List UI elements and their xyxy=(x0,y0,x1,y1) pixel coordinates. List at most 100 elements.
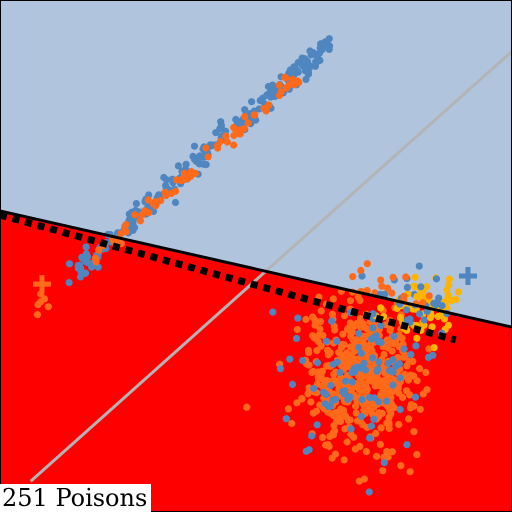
scatter-point xyxy=(190,142,199,150)
target-plus-blue-marker xyxy=(458,266,477,285)
scatter-point xyxy=(312,407,320,415)
scatter-point xyxy=(298,395,306,403)
scatter-point xyxy=(126,216,134,224)
scatter-point xyxy=(37,298,45,306)
scatter-point xyxy=(120,224,129,233)
scatter-point xyxy=(340,456,348,464)
scatter-point xyxy=(375,358,383,366)
scatter-point xyxy=(383,397,391,405)
scatter-point xyxy=(174,162,182,170)
scatter-point xyxy=(429,351,437,359)
scatter-point xyxy=(230,131,238,140)
scatter-point xyxy=(383,337,391,345)
scatter-point xyxy=(180,169,188,177)
reference-diagonal-line xyxy=(29,50,512,483)
scatter-point xyxy=(333,337,341,345)
scatter-point xyxy=(217,118,225,126)
scatter-point xyxy=(357,323,365,331)
scatter-point xyxy=(425,292,433,300)
scatter-point xyxy=(324,351,332,359)
scatter-point xyxy=(444,281,453,289)
scatter-point xyxy=(325,35,333,43)
scatter-point xyxy=(417,283,425,291)
scatter-point xyxy=(390,404,398,412)
scatter-point xyxy=(397,462,405,470)
scatter-point xyxy=(347,430,355,438)
scatter-point xyxy=(316,56,324,64)
scatter-point xyxy=(346,297,355,305)
scatter-point xyxy=(125,210,133,218)
scatter-point xyxy=(403,362,411,370)
scatter-point xyxy=(379,467,387,475)
scatter-point xyxy=(358,272,366,280)
scatter-point xyxy=(416,365,424,373)
scatter-point xyxy=(377,389,385,397)
scatter-point xyxy=(328,317,336,325)
scatter-point xyxy=(388,388,397,396)
scatter-point xyxy=(406,391,414,399)
scatter-point xyxy=(377,321,385,330)
scatter-point xyxy=(157,197,165,205)
scatter-point xyxy=(352,402,360,410)
scatter-point xyxy=(310,384,318,392)
scatter-point xyxy=(413,451,421,459)
scatter-point xyxy=(317,342,325,350)
scatter-point xyxy=(405,415,413,423)
scatter-point xyxy=(361,381,369,389)
scatter-point xyxy=(396,405,404,414)
scatter-point xyxy=(435,294,443,302)
scatter-point xyxy=(410,428,418,436)
scatter-point xyxy=(95,246,103,254)
scatter-point xyxy=(348,378,356,386)
scatter-point xyxy=(415,262,423,270)
scatter-point xyxy=(380,459,388,467)
scatter-point xyxy=(415,310,424,318)
scatter-point xyxy=(351,445,359,453)
scatter-point xyxy=(362,324,371,333)
scatter-point xyxy=(426,314,434,322)
scatter-point xyxy=(292,65,300,73)
scatter-point xyxy=(373,367,381,375)
scatter-point xyxy=(365,402,373,410)
scatter-point xyxy=(354,293,362,301)
scatter-point xyxy=(304,390,312,398)
scatter-point xyxy=(413,334,421,342)
scatter-point xyxy=(360,372,368,380)
scatter-point xyxy=(342,377,350,385)
scatter-point xyxy=(186,173,194,181)
scatter-point xyxy=(389,273,397,281)
scatter-point xyxy=(403,283,411,291)
scatter-point xyxy=(396,374,404,382)
scatter-point xyxy=(377,424,385,432)
scatter-point xyxy=(171,198,180,207)
scatter-point xyxy=(423,283,431,291)
scatter-point xyxy=(331,395,340,403)
scatter-point xyxy=(288,419,296,428)
scatter-point xyxy=(407,351,415,359)
scatter-point xyxy=(369,354,377,362)
scatter-point xyxy=(94,263,102,271)
scatter-point xyxy=(438,302,446,310)
scatter-point xyxy=(293,399,301,407)
target-markers xyxy=(32,266,477,294)
scatter-point xyxy=(305,349,313,357)
scatter-point xyxy=(378,282,386,290)
scatter-point xyxy=(88,263,96,271)
scatter-point xyxy=(366,434,374,442)
scatter-point xyxy=(322,337,330,345)
scatter-point xyxy=(311,316,319,324)
scatter-point xyxy=(363,286,371,295)
scatter-point xyxy=(336,368,344,377)
decision-boundary xyxy=(0,209,512,329)
scatter-point xyxy=(306,47,314,55)
scatter-point xyxy=(200,160,208,168)
scatter-point xyxy=(33,311,42,319)
scatter-point xyxy=(444,321,452,329)
scatter-point xyxy=(368,347,376,355)
scatter-point xyxy=(350,338,358,346)
scatter-point xyxy=(269,308,277,316)
scatter-point xyxy=(306,62,314,71)
scatter-point xyxy=(294,314,302,322)
scatter-point xyxy=(275,81,283,89)
